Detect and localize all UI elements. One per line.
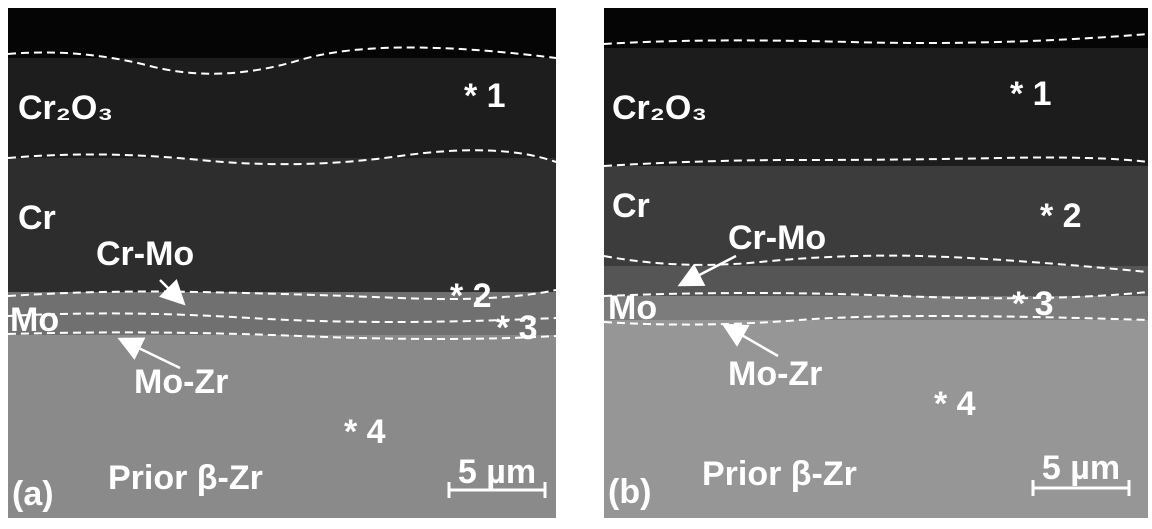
body: Cr₂O₃ Cr Cr-Mo Mo Mo-Zr Prior β-Zr * 1 *… xyxy=(0,0,1152,524)
label: Cr₂O₃ xyxy=(18,89,113,127)
point: * 3 xyxy=(496,309,538,347)
point: * 4 xyxy=(344,413,386,451)
scale-bar-label: 5 µm xyxy=(1042,449,1120,487)
point: * 3 xyxy=(1012,285,1054,323)
scale-bar-label: 5 µm xyxy=(458,453,536,491)
figure: Cr₂O₃ Cr Cr-Mo Mo Mo-Zr Prior β-Zr * 1 *… xyxy=(0,0,1152,524)
label: Mo-Zr xyxy=(134,363,228,401)
panel-label: (b) xyxy=(608,473,651,511)
point: * 2 xyxy=(1040,197,1082,235)
label: Cr₂O₃ xyxy=(612,89,707,127)
label: Prior β-Zr xyxy=(702,455,857,493)
top-region xyxy=(604,8,1148,48)
point: * 4 xyxy=(934,385,976,423)
panel-b: Cr₂O₃ Cr Cr-Mo Mo Mo-Zr Prior β-Zr * 1 *… xyxy=(604,8,1148,518)
label: Cr-Mo xyxy=(728,219,826,257)
label: Prior β-Zr xyxy=(108,459,263,497)
panel-a: Cr₂O₃ Cr Cr-Mo Mo Mo-Zr Prior β-Zr * 1 *… xyxy=(8,8,556,518)
point: * 1 xyxy=(464,77,506,115)
label: Cr xyxy=(18,199,56,237)
page: {"panels": [ {"label": "(a)", "layers": … xyxy=(0,0,1152,524)
label: Mo xyxy=(10,301,59,339)
point: * 2 xyxy=(450,277,492,315)
label: Cr xyxy=(612,187,650,225)
panel-label: (a) xyxy=(12,475,54,513)
label: Mo-Zr xyxy=(728,355,822,393)
label: Cr-Mo xyxy=(96,235,194,273)
label: Mo xyxy=(608,289,657,327)
point: * 1 xyxy=(1010,75,1052,113)
